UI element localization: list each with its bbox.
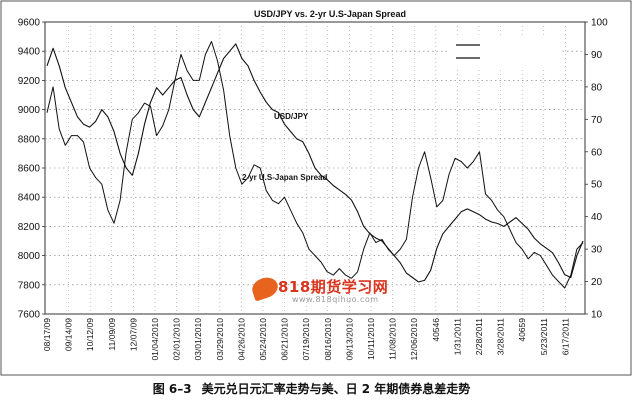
left-tick-label: 8400 xyxy=(18,193,41,204)
right-tick-label: 80 xyxy=(591,82,603,93)
x-tick-label: 05/24/2010 xyxy=(258,318,268,361)
x-tick-label: 08/16/2010 xyxy=(323,318,333,361)
x-tick-label: 11/09/09 xyxy=(107,318,117,351)
left-tick-label: 8600 xyxy=(18,164,41,175)
left-tick-label: 9400 xyxy=(18,47,41,58)
left-tick-label: 7600 xyxy=(18,310,41,321)
series-lines xyxy=(46,41,584,289)
series-line-usdjpy xyxy=(46,43,584,283)
figure-caption: 图 6–3 美元兑日元汇率走势与美、日 2 年期债券息差走势 xyxy=(0,380,633,397)
x-tick-label: 12/06/2010 xyxy=(409,318,419,361)
x-tick-label: 10/12/09 xyxy=(85,318,95,351)
left-tick-label: 8800 xyxy=(18,134,41,145)
watermark-logo-icon xyxy=(249,274,281,302)
left-tick-label: 8000 xyxy=(18,251,41,262)
right-tick-label: 90 xyxy=(591,50,603,61)
x-tick-label: 03/29/2010 xyxy=(215,318,225,361)
annotation-spread: 2-yr U.S-Japan Spread xyxy=(242,173,327,182)
x-tick-label: 6/17/2011 xyxy=(560,318,570,355)
x-tick-label: 09/14/09 xyxy=(64,318,74,351)
x-tick-label: 5/23/2011 xyxy=(539,318,549,355)
x-tick-label: 03/01/2010 xyxy=(193,318,203,361)
right-tick-label: 50 xyxy=(591,180,603,191)
left-axis: 7600 7800 8000 8200 8400 8600 8800 9000 9200 9400… xyxy=(18,18,45,321)
left-tick-label: 7800 xyxy=(18,280,41,291)
series-line-spread xyxy=(46,41,584,289)
x-tick-label: 04/26/2010 xyxy=(236,318,246,361)
x-tick-label: 40659 xyxy=(517,318,527,342)
left-tick-label: 9600 xyxy=(18,18,41,29)
caption-text: 美元兑日元汇率走势与美、日 2 年期债券息差走势 xyxy=(201,382,471,396)
x-tick-label: 10/11/2010 xyxy=(366,318,376,360)
x-tick-label: 06/21/2010 xyxy=(280,318,290,361)
chart-title: USD/JPY vs. 2-yr U.S-Japan Spread xyxy=(254,9,406,19)
caption-number: 图 6–3 xyxy=(152,382,192,396)
right-tick-label: 40 xyxy=(591,212,603,223)
right-tick-label: 30 xyxy=(591,245,603,256)
right-tick-label: 10 xyxy=(591,310,603,321)
left-tick-label: 9000 xyxy=(18,105,41,116)
watermark-url: www.818qihuo.com xyxy=(292,295,379,304)
x-tick-label: 08/17/09 xyxy=(42,318,52,351)
legend xyxy=(450,36,560,68)
x-tick-label: 2/28/2011 xyxy=(474,318,484,355)
right-tick-label: 100 xyxy=(591,18,608,29)
x-tick-label: 01/04/2010 xyxy=(150,318,160,361)
x-tick-label: 09/13/2010 xyxy=(344,318,354,361)
x-tick-label: 3/28/2011 xyxy=(496,318,506,355)
x-tick-label: 07/19/2010 xyxy=(301,318,311,361)
x-tick-label: 40546 xyxy=(431,318,441,342)
left-tick-label: 9200 xyxy=(18,76,41,87)
right-tick-label: 60 xyxy=(591,147,603,158)
right-axis: 10 20 30 40 50 60 70 80 90 100 xyxy=(585,18,608,321)
right-tick-label: 70 xyxy=(591,115,603,126)
legend-box xyxy=(450,36,560,68)
watermark: 818期货学习网 www.818qihuo.com xyxy=(249,274,402,310)
x-tick-label: 11/08/2010 xyxy=(388,318,398,360)
x-tick-label: 1/31/2011 xyxy=(452,318,462,355)
left-tick-label: 8200 xyxy=(18,222,41,233)
watermark-title: 818期货学习网 xyxy=(278,278,389,296)
annotation-usdjpy: USD/JPY xyxy=(274,112,309,121)
x-tick-label: 02/01/2010 xyxy=(172,318,182,361)
right-tick-label: 20 xyxy=(591,277,603,288)
x-axis: 08/17/09 09/14/09 10/12/09 11/09/09 12/07/09… xyxy=(42,318,570,361)
x-tick-label: 12/07/09 xyxy=(128,318,138,351)
